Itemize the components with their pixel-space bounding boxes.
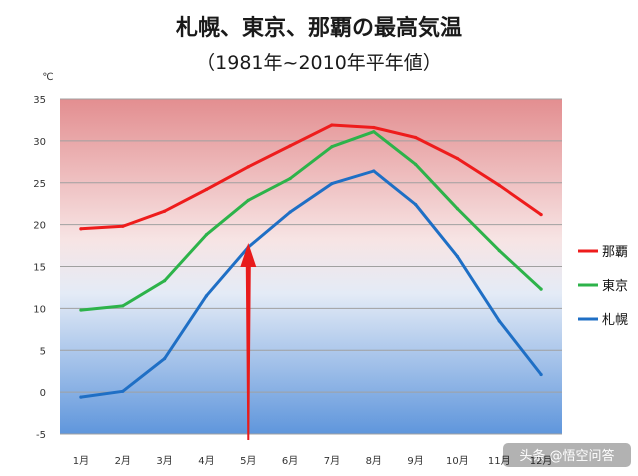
data-point [455,156,460,161]
watermark-text: 头条 @悟空问答 [519,448,614,464]
x-tick-label: 3月 [156,455,172,467]
y-tick-label: 30 [33,137,46,148]
data-point [497,319,501,323]
data-point [413,135,418,140]
x-tick-label: 4月 [198,455,214,467]
data-point [79,395,83,399]
annotation-arrow [240,243,257,440]
data-point [246,165,250,169]
legend-label: 札幌 [602,312,628,328]
y-axis-unit: ℃ [42,72,53,83]
data-point [288,144,292,148]
x-tick-label: 1月 [73,455,89,467]
x-tick-label: 10月 [446,455,469,467]
data-point [372,130,376,134]
y-tick-label: 10 [33,304,46,315]
data-point [455,254,460,259]
data-point [162,357,167,361]
series-lines [79,123,543,399]
x-tick-label: 12月 [530,455,553,467]
data-point [413,202,418,207]
gridlines [60,98,562,435]
data-point [246,198,250,202]
y-tick-label: 35 [33,95,46,106]
x-tick-label: 9月 [407,455,423,467]
data-point [539,212,543,217]
y-tick-label: 20 [33,221,46,232]
data-point [79,308,83,312]
data-point [539,287,543,291]
x-tick-label: 8月 [366,455,382,467]
y-axis-ticks: -5 0 5 10 15 20 25 30 35 [33,95,46,441]
data-point [121,389,125,393]
data-point [539,372,543,377]
y-tick-label: 25 [33,179,46,190]
data-point [330,145,334,149]
x-tick-label: 5月 [240,455,256,467]
series-line-0 [79,123,543,231]
watermark: 头条 @悟空问答 [503,443,631,467]
chart-subtitle: （1981年~2010年平年値） [196,52,442,74]
data-point [372,125,376,130]
x-tick-label: 2月 [115,455,131,467]
data-point [162,279,167,283]
data-point [497,248,501,253]
y-tick-label: -5 [36,430,46,441]
legend-label: 東京 [602,278,628,294]
annotations [240,243,257,440]
series-line-2 [79,169,543,399]
chart-title: 札幌、東京、那覇の最高気温 [175,15,462,41]
data-point [204,294,209,298]
data-point [204,187,209,192]
data-point [288,210,292,214]
data-point [121,304,125,308]
data-point [497,183,501,187]
data-point [288,176,292,181]
data-point [204,233,209,237]
data-point [79,227,83,231]
x-tick-label: 11月 [488,455,511,467]
data-point [372,169,376,173]
y-tick-label: 5 [40,346,46,357]
data-point [330,123,334,127]
series-line-1 [79,130,543,312]
x-axis-ticks: 1月 2月 3月 4月 5月 6月 7月 8月 9月 10月 11月 12月 [73,455,553,467]
x-tick-label: 7月 [324,455,340,467]
data-point [330,181,334,186]
y-tick-label: 0 [40,388,46,399]
data-point [121,224,125,228]
data-point [413,162,418,166]
data-point [455,207,460,211]
data-point [162,209,167,213]
y-tick-label: 15 [33,263,46,274]
legend-label: 那覇 [602,245,628,260]
x-tick-label: 6月 [282,455,298,467]
